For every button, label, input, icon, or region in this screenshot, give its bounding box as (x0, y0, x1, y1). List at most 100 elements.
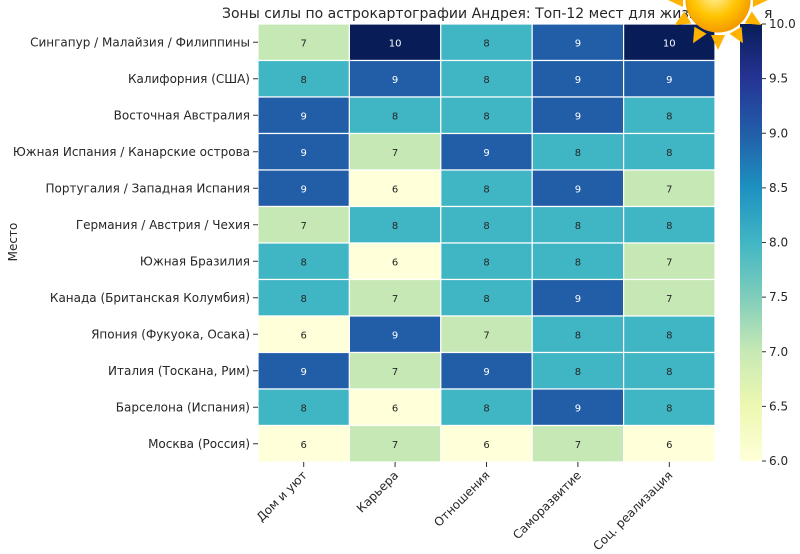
cell-value-label: 6 (301, 330, 307, 341)
heatmap-cell (348, 315, 442, 354)
heatmap-cell (622, 59, 716, 98)
cell-value-label: 8 (666, 330, 672, 341)
cell-value-label: 8 (483, 294, 489, 305)
cell-value-label: 9 (575, 38, 581, 49)
colorbar: 6.0 6.5 7.0 7.5 8.0 8.5 9.0 9.5 10.0 (740, 17, 796, 468)
cell-value-label: 9 (301, 367, 307, 378)
heatmap-cell (622, 388, 716, 427)
heatmap-cell (440, 132, 533, 171)
cell-value-label: 9 (575, 75, 581, 86)
cell-value-label: 8 (483, 38, 489, 49)
colorbar-gradient (740, 24, 762, 461)
heatmap-cell (348, 96, 442, 135)
cell-value-label: 7 (483, 330, 489, 341)
colorbar-tick-label: 8.5 (769, 181, 788, 195)
heatmap-cell (257, 351, 351, 390)
heatmap-cell (348, 169, 442, 208)
cell-value-label: 8 (301, 403, 307, 414)
cell-value-label: 6 (301, 440, 307, 451)
cell-value-label: 9 (483, 148, 489, 159)
colorbar-tick-label: 6.0 (769, 454, 788, 468)
heatmap-cell (531, 132, 625, 171)
row-label: Португалия / Западная Испания (45, 181, 250, 195)
cell-value-label: 7 (666, 184, 672, 195)
row-label: Германия / Австрия / Чехия (76, 218, 250, 232)
colorbar-tick-label: 9.5 (769, 72, 788, 86)
heatmap-cell (257, 388, 351, 427)
colorbar-tick-label: 8.0 (769, 236, 788, 250)
colorbar-ticks: 6.0 6.5 7.0 7.5 8.0 8.5 9.0 9.5 10.0 (762, 17, 796, 468)
chart-title-tail: я (764, 6, 772, 22)
heatmap-cell (257, 278, 351, 317)
cell-value-label: 9 (575, 184, 581, 195)
cell-value-label: 8 (666, 221, 672, 232)
cell-value-label: 9 (575, 403, 581, 414)
row-label: Япония (Фукуока, Осака) (91, 327, 250, 341)
cell-value-label: 8 (483, 75, 489, 86)
cell-value-label: 9 (575, 111, 581, 122)
cell-value-label: 8 (575, 148, 581, 159)
cell-value-label: 8 (666, 367, 672, 378)
cell-value-label: 7 (666, 294, 672, 305)
heatmap-cell (531, 205, 625, 244)
cell-value-label: 9 (301, 111, 307, 122)
cell-value-label: 9 (666, 75, 672, 86)
cell-value-label: 6 (392, 257, 398, 268)
cell-value-label: 10 (389, 38, 402, 49)
column-label: Отношения (431, 468, 492, 529)
cell-value-label: 7 (392, 294, 398, 305)
cell-value-label: 8 (483, 257, 489, 268)
heatmap-cell (257, 23, 351, 62)
cell-value-label: 8 (301, 257, 307, 268)
row-label: Барселона (Испания) (116, 400, 250, 414)
row-label: Сингапур / Малайзия / Филиппины (30, 35, 250, 49)
row-label: Южная Испания / Канарские острова (13, 145, 250, 159)
row-label: Канада (Британская Колумбия) (50, 291, 250, 305)
colorbar-tick-label: 7.0 (769, 345, 788, 359)
heatmap-cell (440, 315, 533, 354)
colorbar-tick-label: 9.0 (769, 126, 788, 140)
heatmap-cell (622, 278, 716, 317)
cell-value-label: 8 (666, 148, 672, 159)
heatmap-cells: 7 10 8 9 10 8 9 8 9 9 9 8 8 9 8 9 7 9 8 8 9 6 8 9 7 7 8 8 8 8 8 6 8 8 7 8 7 8… (257, 23, 716, 463)
cell-value-label: 7 (575, 440, 581, 451)
cell-value-label: 8 (483, 403, 489, 414)
cell-value-label: 8 (575, 221, 581, 232)
cell-value-label: 9 (301, 148, 307, 159)
heatmap-cell (440, 169, 533, 208)
cell-value-label: 6 (666, 440, 672, 451)
column-label: Дом и уют (254, 468, 310, 524)
cell-value-label: 8 (483, 221, 489, 232)
heatmap-cell (440, 351, 533, 390)
heatmap-cell (440, 59, 533, 98)
chart-title: Зоны силы по астрокартографии Андрея: То… (222, 6, 717, 22)
cell-value-label: 9 (301, 184, 307, 195)
cell-value-label: 6 (392, 184, 398, 195)
heatmap-cell (348, 278, 442, 317)
cell-value-label: 8 (575, 257, 581, 268)
colorbar-tick-label: 7.5 (769, 290, 788, 304)
cell-value-label: 9 (575, 294, 581, 305)
heatmap-cell (622, 315, 716, 354)
cell-value-label: 6 (392, 403, 398, 414)
row-label: Восточная Австралия (114, 108, 250, 122)
colorbar-tick-label: 6.5 (769, 399, 788, 413)
cell-value-label: 9 (392, 75, 398, 86)
row-label: Москва (Россия) (148, 437, 250, 451)
column-labels: Дом и уют Карьера Отношения Саморазвитие Соц… (254, 462, 675, 553)
column-label: Карьера (354, 468, 401, 515)
cell-value-label: 8 (483, 111, 489, 122)
cell-value-label: 7 (392, 440, 398, 451)
heatmap-cell (531, 424, 625, 463)
cell-value-label: 7 (301, 38, 307, 49)
cell-value-label: 8 (666, 111, 672, 122)
cell-value-label: 8 (392, 221, 398, 232)
cell-value-label: 8 (575, 367, 581, 378)
row-label: Италия (Тоскана, Рим) (108, 364, 250, 378)
cell-value-label: 7 (666, 257, 672, 268)
heatmap-cell (348, 23, 442, 62)
cell-value-label: 8 (392, 111, 398, 122)
heatmap-cell (531, 388, 625, 427)
colorbar-tick-label: 10.0 (769, 17, 796, 31)
